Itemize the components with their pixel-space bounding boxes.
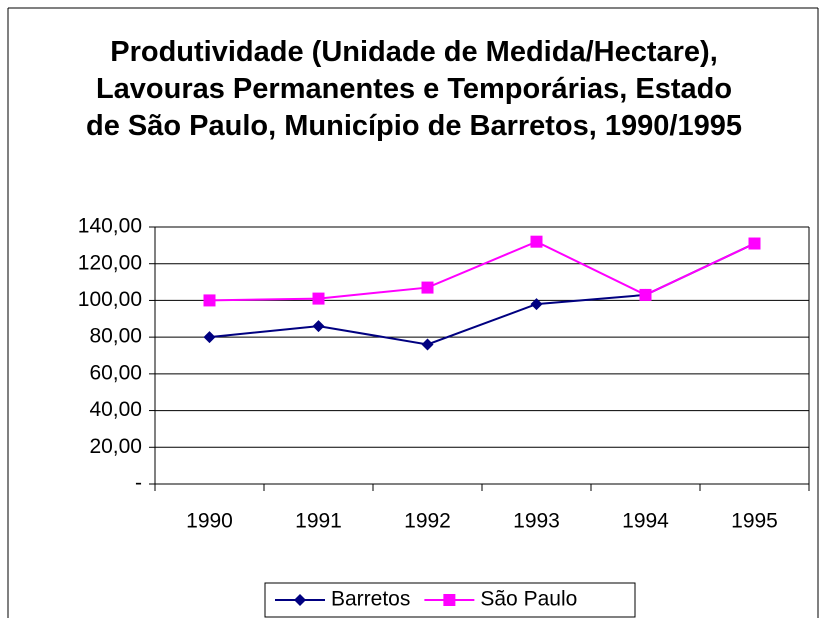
x-tick-label: 1990 [186, 510, 233, 533]
marker [443, 594, 456, 606]
x-tick-label: 1993 [513, 510, 560, 533]
y-tick-label: 120,00 [78, 251, 142, 274]
y-tick-label: 40,00 [89, 398, 142, 421]
y-tick-label: - [135, 472, 142, 495]
x-tick-label: 1994 [622, 510, 669, 533]
marker [639, 288, 652, 301]
y-tick-label: 20,00 [89, 435, 142, 458]
marker [294, 594, 306, 606]
marker [203, 331, 216, 344]
marker [421, 281, 434, 294]
legend-label: São Paulo [480, 588, 577, 611]
x-tick-label: 1991 [295, 510, 342, 533]
marker [530, 298, 543, 311]
chart-title: Produtividade (Unidade de Medida/Hectare… [86, 36, 742, 142]
marker [421, 338, 434, 351]
y-tick-label: 140,00 [78, 215, 142, 238]
series-line [209, 242, 755, 346]
y-tick-label: 100,00 [78, 288, 142, 311]
marker [312, 292, 325, 305]
x-tick-label: 1992 [404, 510, 451, 533]
marker [312, 320, 325, 333]
legend-label: Barretos [331, 588, 410, 611]
y-tick-label: 60,00 [89, 361, 142, 384]
x-tick-label: 1995 [731, 510, 778, 533]
y-tick-label: 80,00 [89, 325, 142, 348]
marker [530, 235, 543, 248]
series-line [209, 240, 755, 302]
marker [203, 294, 216, 307]
marker [748, 237, 761, 250]
